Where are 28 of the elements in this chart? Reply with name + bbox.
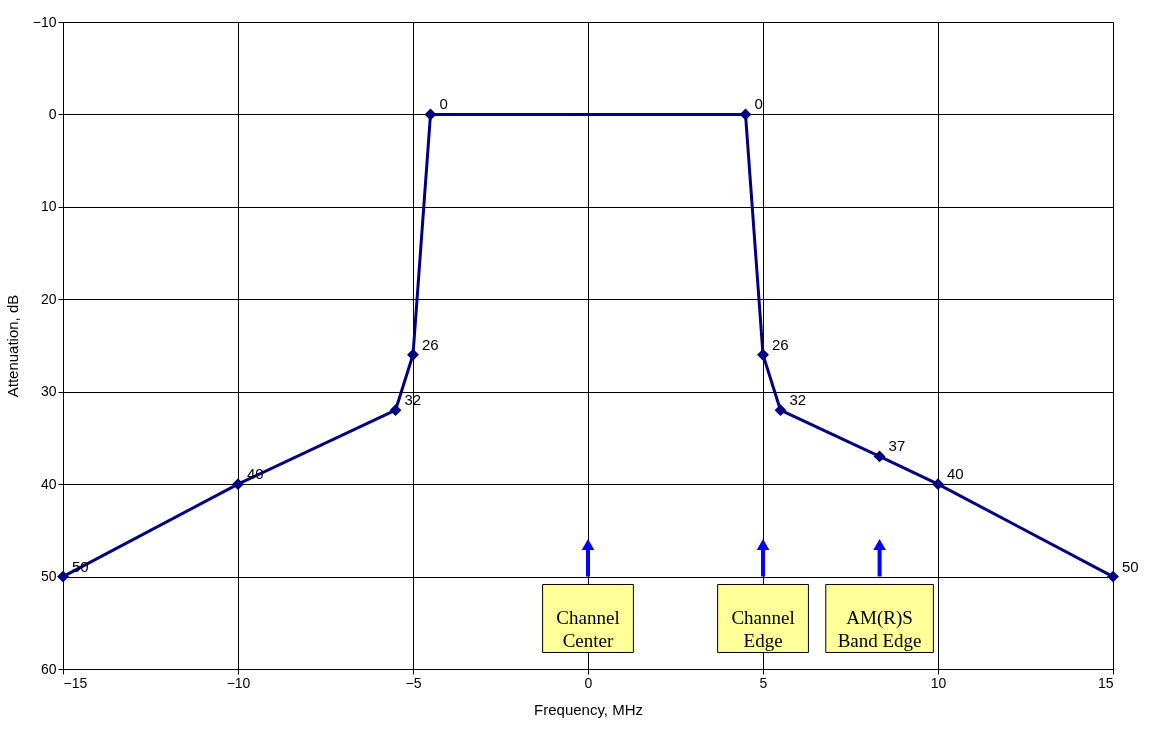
data-label: 0 xyxy=(754,95,763,113)
annotation: Channel Center xyxy=(556,607,620,652)
x-tick-label: −10 xyxy=(226,674,251,691)
annotation: Channel Edge xyxy=(731,607,795,652)
annotation: AM(R)S Band Edge xyxy=(837,607,922,652)
y-tick-label: 40 xyxy=(40,475,57,492)
x-tick-label: −5 xyxy=(405,674,422,691)
x-tick-label: 0 xyxy=(584,674,593,691)
data-label: 50 xyxy=(1122,557,1139,575)
data-label: 26 xyxy=(422,335,439,353)
data-label: 26 xyxy=(772,335,789,353)
x-tick-label: −15 xyxy=(63,674,88,691)
y-axis-title: Attenuation, dB xyxy=(3,294,21,398)
data-label: 0 xyxy=(439,95,448,113)
y-tick-label: 30 xyxy=(40,383,57,400)
y-tick-label: −10 xyxy=(32,13,57,30)
data-label: 40 xyxy=(947,465,964,483)
y-tick-label: 10 xyxy=(40,198,57,215)
y-tick-label: 0 xyxy=(48,105,57,122)
x-axis-title: Frequency, MHz xyxy=(534,700,643,718)
y-tick-label: 20 xyxy=(40,290,57,307)
x-tick-label: 10 xyxy=(930,674,947,691)
y-tick-label: 50 xyxy=(40,568,57,585)
data-label: 32 xyxy=(789,391,807,409)
y-tick-label: 60 xyxy=(40,660,57,677)
x-tick-label: 5 xyxy=(759,674,768,691)
data-label: 37 xyxy=(888,437,906,455)
x-tick-label: 15 xyxy=(1097,674,1114,691)
